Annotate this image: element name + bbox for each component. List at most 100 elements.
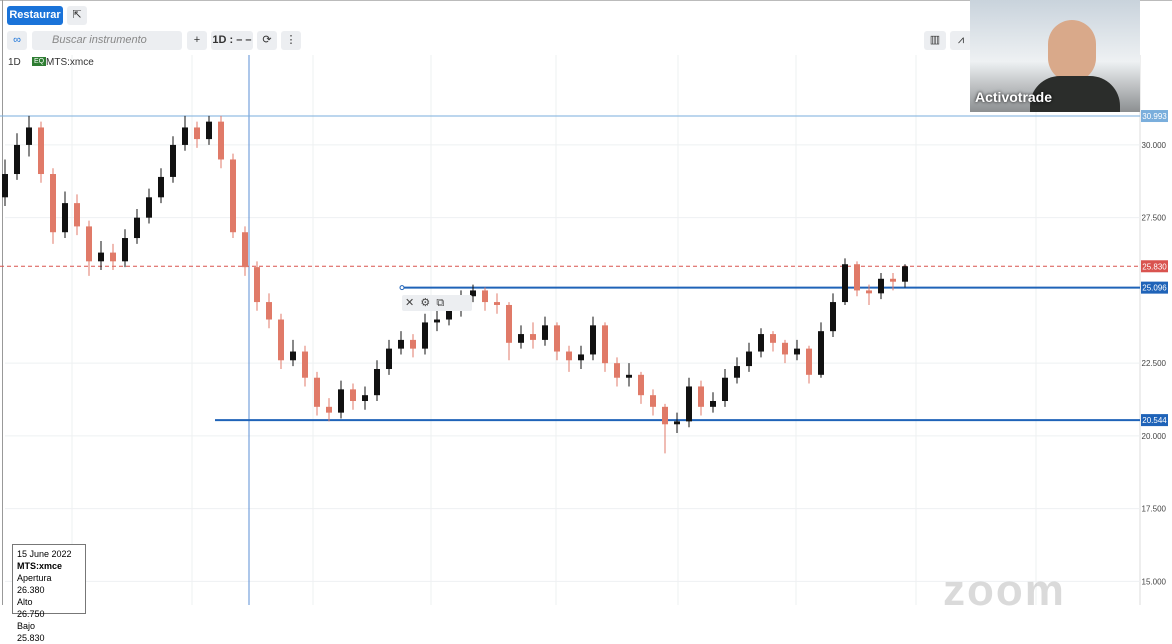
candle-body bbox=[86, 226, 92, 262]
candle-body bbox=[674, 421, 680, 425]
candle-body bbox=[446, 310, 452, 320]
candle-body bbox=[278, 319, 284, 361]
candle-body bbox=[902, 266, 908, 282]
legend-interval: 1D bbox=[8, 57, 21, 68]
candle-body bbox=[182, 127, 188, 145]
candle-body bbox=[386, 348, 392, 369]
y-tick-label: 20.000 bbox=[1142, 432, 1167, 441]
popout-button[interactable]: ⇱ bbox=[67, 6, 87, 25]
candle-body bbox=[434, 319, 440, 323]
candle-body bbox=[518, 334, 524, 343]
level-label: 25.830 bbox=[1142, 262, 1167, 271]
y-tick-label: 15.000 bbox=[1142, 577, 1167, 586]
y-tick-label: 22.500 bbox=[1142, 359, 1167, 368]
y-tick-label: 30.000 bbox=[1142, 141, 1167, 150]
info-row: Alto 26.750 bbox=[17, 596, 81, 620]
candle-body bbox=[698, 386, 704, 407]
candle-body bbox=[494, 302, 500, 305]
chart: 15.000 17.500 20.000 22.500 27.500 30.000 30.9… bbox=[0, 0, 1172, 605]
candle-body bbox=[410, 339, 416, 349]
candle-body bbox=[194, 127, 200, 140]
candle-body bbox=[470, 290, 476, 297]
candle-body bbox=[218, 121, 224, 160]
level-box bbox=[1141, 281, 1168, 294]
candle-body bbox=[566, 351, 572, 361]
candle-body bbox=[338, 389, 344, 413]
candle-body bbox=[206, 121, 212, 140]
level-handle bbox=[399, 285, 405, 291]
candle-body bbox=[650, 395, 656, 407]
candle-body bbox=[98, 252, 104, 262]
candle-body bbox=[314, 377, 320, 407]
candle-body bbox=[602, 325, 608, 364]
candle-body bbox=[362, 395, 368, 402]
candle-body bbox=[134, 217, 140, 239]
candle-body bbox=[110, 252, 116, 262]
candle-body bbox=[50, 174, 56, 233]
add-button[interactable]: + bbox=[187, 31, 207, 50]
candle-body bbox=[890, 278, 896, 282]
candle-body bbox=[146, 197, 152, 218]
candle-body bbox=[830, 302, 836, 332]
info-row: Apertura 26.380 bbox=[17, 572, 81, 596]
search-input[interactable]: Buscar instrumento bbox=[32, 31, 182, 50]
candle-body bbox=[482, 290, 488, 303]
candle-body bbox=[74, 203, 80, 227]
webcam-name: Activotrade bbox=[975, 89, 1053, 105]
candle-body bbox=[626, 374, 632, 378]
info-rows: Apertura 26.380 Alto 26.750 Bajo 25.830 bbox=[17, 572, 81, 644]
candle-body bbox=[62, 203, 68, 233]
candle-body bbox=[770, 334, 776, 343]
menu-button[interactable]: ⋮ bbox=[281, 31, 301, 50]
info-key: Alto bbox=[17, 597, 33, 607]
candle-body bbox=[422, 322, 428, 349]
candle-body bbox=[242, 232, 248, 268]
y-tick-label: 17.500 bbox=[1142, 505, 1167, 514]
candle-body bbox=[266, 302, 272, 320]
candle-body bbox=[638, 374, 644, 396]
candle-body bbox=[506, 304, 512, 343]
watermark: zoom bbox=[943, 566, 1066, 615]
drawing-toolbar[interactable]: ✕ ⚙ ⧉ bbox=[402, 295, 472, 311]
candle-body bbox=[554, 325, 560, 352]
interval-button[interactable]: 1D : – – bbox=[211, 31, 253, 50]
candle-body bbox=[686, 386, 692, 422]
info-box: 15 June 2022 MTS:xmce Apertura26.380 Alto… bbox=[12, 544, 86, 643]
candle-body bbox=[782, 342, 788, 355]
level-box bbox=[1141, 110, 1168, 123]
info-key: Apertura bbox=[17, 573, 52, 583]
info-value: 26.380 bbox=[17, 585, 45, 595]
webcam: Activotrade bbox=[970, 0, 1140, 112]
level-label: 30.993 bbox=[1142, 112, 1167, 121]
legend-symbol: MTS:xmce bbox=[46, 57, 94, 68]
refresh-button[interactable]: ⟳ bbox=[257, 31, 277, 50]
candle-body bbox=[818, 331, 824, 375]
candle-body bbox=[878, 278, 884, 294]
candle-body bbox=[158, 176, 164, 198]
candle-body bbox=[710, 401, 716, 407]
chart-type-button[interactable]: ▥ bbox=[924, 31, 946, 50]
candle-body bbox=[38, 127, 44, 175]
candle-body bbox=[542, 325, 548, 340]
candle-body bbox=[302, 351, 308, 378]
indicator-button[interactable]: ⩘ bbox=[950, 31, 972, 50]
candle-body bbox=[122, 238, 128, 262]
candle-body bbox=[350, 389, 356, 402]
candle-body bbox=[326, 406, 332, 413]
candle-body bbox=[866, 290, 872, 294]
candle-body bbox=[662, 406, 668, 425]
candle-body bbox=[170, 144, 176, 177]
candle-body bbox=[758, 334, 764, 352]
candle-body bbox=[842, 264, 848, 303]
level-box bbox=[1141, 414, 1168, 427]
info-date: 15 June 2022 bbox=[17, 549, 72, 559]
restore-button[interactable]: Restaurar bbox=[7, 6, 63, 25]
person bbox=[1048, 20, 1096, 82]
candle-body bbox=[722, 377, 728, 402]
info-value: 25.830 bbox=[17, 633, 45, 643]
info-row: Bajo 25.830 bbox=[17, 620, 81, 644]
candle-body bbox=[374, 368, 380, 396]
candle-body bbox=[794, 348, 800, 355]
link-button[interactable]: ∞ bbox=[7, 31, 27, 50]
legend-badge: EQ bbox=[32, 57, 47, 66]
